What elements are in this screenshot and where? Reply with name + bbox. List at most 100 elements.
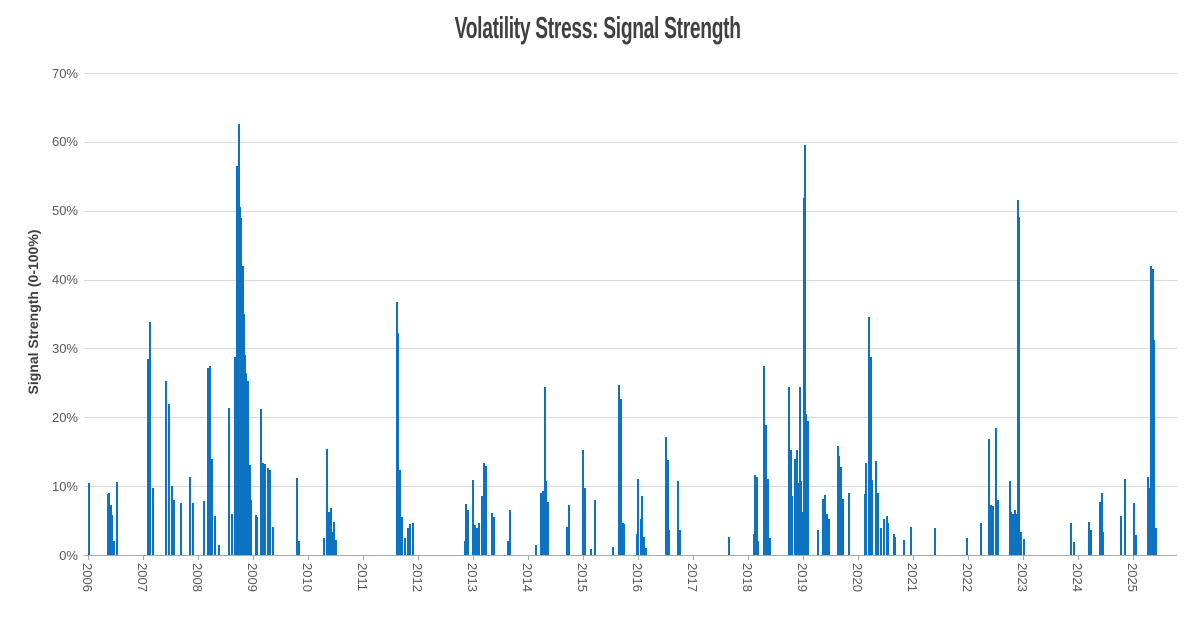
bar [296, 477, 298, 555]
bar [678, 530, 681, 555]
bar [619, 399, 622, 555]
bar [269, 469, 272, 555]
bar [1150, 266, 1153, 555]
x-axis-tick [88, 556, 89, 560]
bar [880, 528, 883, 555]
bar [240, 217, 243, 555]
bar [508, 509, 511, 555]
bar [788, 386, 791, 555]
x-tick-label: 2010 [300, 563, 315, 592]
x-tick-label: 2018 [740, 563, 755, 592]
bar [112, 541, 115, 555]
bar [463, 541, 466, 555]
bar [406, 528, 409, 555]
gridline [84, 141, 1177, 143]
bar [791, 496, 793, 555]
bar [327, 511, 330, 555]
x-tick-label: 2012 [410, 563, 425, 592]
bar [400, 517, 403, 555]
x-axis-tick [473, 556, 474, 560]
x-tick-label: 2015 [575, 563, 590, 592]
bar [795, 449, 798, 555]
bar [836, 445, 839, 555]
x-axis-tick [1133, 556, 1134, 560]
bar [179, 503, 182, 555]
x-axis-tick [638, 556, 639, 560]
bar [535, 544, 538, 555]
bar [467, 510, 470, 555]
bar [1119, 515, 1122, 555]
bar [540, 493, 543, 555]
bar [965, 538, 968, 555]
bar [395, 302, 398, 555]
x-axis-tick [968, 556, 969, 560]
bar [864, 493, 867, 555]
bar [728, 537, 731, 555]
bar [876, 493, 879, 555]
bar [903, 539, 906, 555]
bar [990, 504, 993, 555]
y-tick-label: 60% [51, 134, 78, 150]
bar [1018, 216, 1021, 555]
bar [271, 527, 274, 555]
bar [789, 449, 792, 555]
bar [1148, 488, 1151, 555]
bar [242, 314, 245, 555]
bar [1102, 531, 1105, 555]
bar [1008, 481, 1011, 555]
bar [1123, 479, 1126, 555]
bar [245, 373, 248, 555]
x-axis-tick [363, 556, 364, 560]
bar [644, 548, 647, 555]
bar [477, 522, 480, 555]
bar [848, 493, 851, 555]
bar [892, 534, 895, 555]
x-axis-line [84, 555, 1177, 556]
x-tick-label: 2017 [685, 563, 700, 592]
bar [1146, 476, 1149, 555]
bar [546, 501, 549, 555]
bar [764, 424, 767, 555]
bar [1133, 503, 1136, 555]
bar [995, 428, 998, 555]
bar [797, 483, 800, 555]
bar [1010, 512, 1013, 555]
bar [594, 499, 597, 555]
bar [583, 488, 586, 555]
bar [838, 455, 841, 555]
bar [398, 470, 401, 555]
x-tick-label: 2025 [1125, 563, 1140, 592]
bar [151, 487, 154, 555]
bar [794, 458, 797, 555]
bar [1089, 530, 1092, 555]
bar [869, 356, 872, 555]
x-axis-tick [143, 556, 144, 560]
bar [667, 459, 670, 555]
bar [803, 198, 806, 555]
bar [839, 466, 842, 555]
bar [241, 265, 244, 555]
bar [1013, 510, 1016, 555]
bar [637, 479, 639, 555]
bar [237, 123, 240, 555]
bar [464, 504, 467, 555]
bar [822, 498, 825, 555]
bar [806, 421, 809, 555]
x-tick-label: 2021 [905, 563, 920, 592]
bar [991, 506, 994, 555]
bar [885, 516, 888, 555]
gridline [84, 210, 1177, 212]
bar [483, 463, 485, 555]
bar [250, 499, 253, 555]
bar [480, 496, 483, 555]
bar [262, 462, 265, 555]
gridline [84, 279, 1177, 281]
x-axis-tick [748, 556, 749, 560]
bar [1012, 514, 1015, 555]
bar [260, 409, 263, 555]
bar [209, 365, 212, 555]
bar [545, 480, 548, 555]
bar [934, 528, 936, 555]
gridline [84, 73, 1177, 74]
x-tick-label: 2014 [520, 563, 535, 592]
